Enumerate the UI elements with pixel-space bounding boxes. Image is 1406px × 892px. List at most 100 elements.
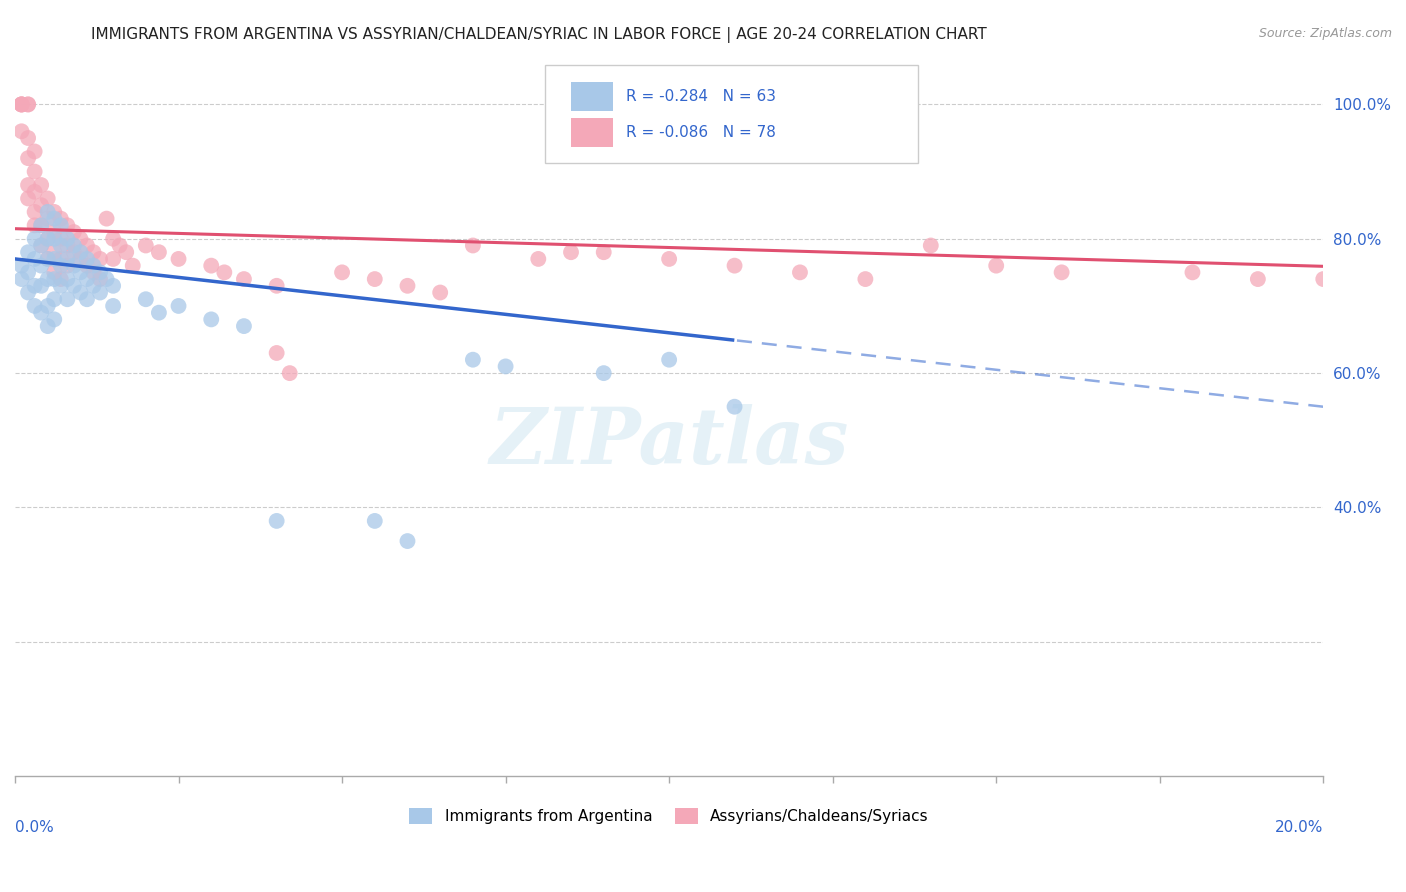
Point — [63, 278, 86, 293]
Point — [30, 238, 52, 252]
Point — [396, 534, 419, 549]
Point — [1181, 265, 1204, 279]
Point — [82, 245, 104, 260]
Point — [37, 191, 59, 205]
Point — [364, 514, 387, 528]
Point — [101, 232, 124, 246]
Text: R = -0.284   N = 63: R = -0.284 N = 63 — [626, 89, 776, 103]
Point — [76, 272, 98, 286]
Point — [63, 259, 86, 273]
Point — [461, 352, 484, 367]
Point — [49, 259, 72, 273]
Point — [37, 252, 59, 266]
Point — [44, 232, 66, 246]
Point — [49, 238, 72, 252]
Point — [30, 178, 52, 192]
Text: ZIPatlas: ZIPatlas — [489, 404, 849, 481]
Text: 20.0%: 20.0% — [1275, 820, 1323, 835]
Point — [30, 219, 52, 233]
Point — [527, 252, 550, 266]
Point — [167, 299, 190, 313]
Point — [396, 278, 419, 293]
Point — [135, 238, 157, 252]
Point — [10, 97, 32, 112]
Point — [30, 306, 52, 320]
Point — [10, 97, 32, 112]
Point — [49, 272, 72, 286]
Point — [44, 265, 66, 279]
Point — [1247, 272, 1270, 286]
Point — [429, 285, 451, 300]
Point — [49, 252, 72, 266]
Point — [76, 238, 98, 252]
Point — [214, 265, 236, 279]
Point — [30, 219, 52, 233]
Point — [364, 272, 387, 286]
Point — [24, 145, 46, 159]
Point — [658, 252, 681, 266]
Point — [49, 278, 72, 293]
Point — [10, 97, 32, 112]
Point — [96, 211, 118, 226]
Point — [56, 232, 79, 246]
Point — [266, 346, 288, 360]
Point — [89, 285, 111, 300]
Point — [495, 359, 517, 374]
Point — [723, 259, 745, 273]
Point — [69, 232, 91, 246]
Point — [96, 272, 118, 286]
Point — [24, 185, 46, 199]
Point — [17, 131, 39, 145]
Point — [17, 191, 39, 205]
Point — [789, 265, 811, 279]
Text: Source: ZipAtlas.com: Source: ZipAtlas.com — [1258, 27, 1392, 40]
Point — [233, 272, 256, 286]
Point — [115, 245, 138, 260]
FancyBboxPatch shape — [571, 118, 613, 147]
Point — [101, 252, 124, 266]
Point — [44, 211, 66, 226]
Point — [461, 238, 484, 252]
Point — [167, 252, 190, 266]
Point — [63, 225, 86, 239]
Point — [10, 124, 32, 138]
Point — [17, 97, 39, 112]
Point — [63, 238, 86, 252]
Point — [76, 252, 98, 266]
Point — [37, 299, 59, 313]
Point — [56, 219, 79, 233]
Point — [30, 198, 52, 212]
Point — [17, 97, 39, 112]
Point — [44, 292, 66, 306]
Point — [30, 259, 52, 273]
Point — [108, 238, 131, 252]
Point — [24, 219, 46, 233]
Point — [82, 265, 104, 279]
Point — [24, 299, 46, 313]
Point — [30, 238, 52, 252]
Point — [17, 285, 39, 300]
FancyBboxPatch shape — [546, 65, 918, 163]
Point — [44, 272, 66, 286]
Point — [69, 252, 91, 266]
Point — [82, 259, 104, 273]
Point — [56, 259, 79, 273]
Point — [89, 252, 111, 266]
Point — [233, 319, 256, 334]
Point — [723, 400, 745, 414]
Point — [89, 265, 111, 279]
Point — [76, 292, 98, 306]
Point — [56, 292, 79, 306]
Point — [44, 252, 66, 266]
Point — [101, 278, 124, 293]
Point — [56, 252, 79, 266]
Text: IMMIGRANTS FROM ARGENTINA VS ASSYRIAN/CHALDEAN/SYRIAC IN LABOR FORCE | AGE 20-24: IMMIGRANTS FROM ARGENTINA VS ASSYRIAN/CH… — [91, 27, 987, 43]
Point — [44, 225, 66, 239]
Point — [44, 205, 66, 219]
Point — [30, 278, 52, 293]
Point — [37, 232, 59, 246]
Point — [10, 259, 32, 273]
Point — [121, 259, 143, 273]
Point — [148, 245, 170, 260]
Point — [986, 259, 1008, 273]
